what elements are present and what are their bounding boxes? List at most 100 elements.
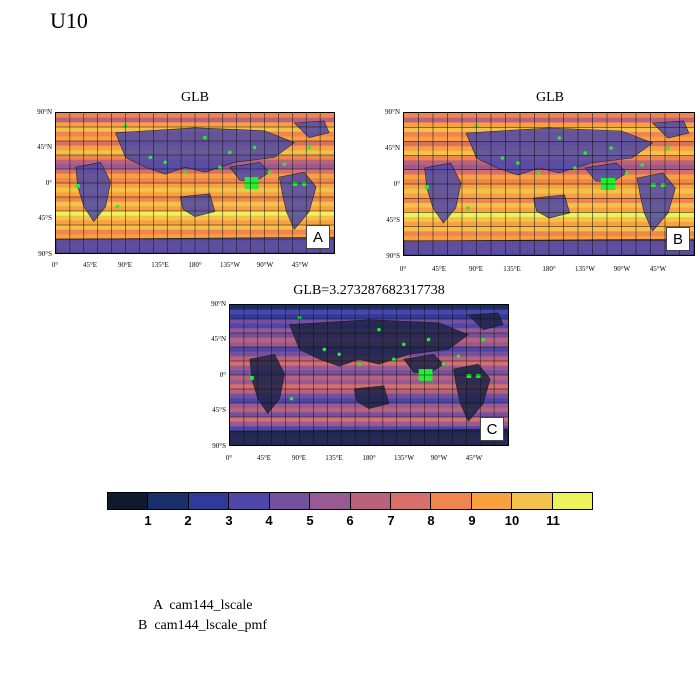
land-mass	[229, 161, 270, 183]
lat-label: 0°	[219, 371, 226, 379]
panel-a-title: GLB	[181, 90, 209, 105]
lon-label: 90°E	[291, 454, 307, 462]
marker-region	[75, 183, 80, 188]
lat-label: 90°N	[211, 300, 226, 308]
marker-point	[357, 362, 361, 366]
marker-point	[322, 347, 327, 352]
marker-region	[302, 182, 308, 186]
lon-label: 45°W	[291, 261, 309, 269]
marker-point	[377, 327, 381, 332]
marker-point	[609, 146, 614, 150]
marker-point	[282, 162, 287, 167]
lon-label: 45°E	[431, 265, 447, 273]
panel-c-title: GLB=3.273287682317738	[293, 283, 445, 298]
colorbar-label: 9	[468, 513, 476, 528]
lon-label: 90°E	[117, 261, 133, 269]
lat-label: 45°S	[38, 214, 52, 222]
marker-point	[337, 352, 342, 357]
marker-point	[583, 151, 588, 155]
marker-point	[163, 160, 168, 165]
colorbar-swatch	[269, 493, 311, 509]
marker-point	[289, 396, 294, 401]
map-panel-b: B	[403, 112, 695, 256]
panel-b-tag: B	[666, 227, 690, 251]
marker-point	[392, 357, 396, 361]
colorbar-label: 10	[504, 513, 520, 528]
lat-label: 45°N	[211, 335, 226, 343]
marker-point	[516, 161, 520, 165]
marker-region	[249, 375, 254, 380]
colorbar-label: 2	[184, 513, 192, 528]
colorbar	[107, 492, 593, 510]
lat-label: 0°	[45, 179, 52, 187]
lon-label: 0°	[51, 261, 59, 269]
marker-point	[252, 145, 257, 150]
lat-label: 0°	[393, 180, 400, 188]
lon-label: 135°E	[151, 261, 169, 269]
colorbar-label: 11	[546, 513, 560, 528]
marker-region	[292, 182, 298, 186]
land-mass	[424, 162, 462, 224]
colorbar-label: 1	[144, 513, 152, 528]
marker-point	[666, 146, 670, 150]
marker-region	[660, 183, 667, 187]
lat-label: 90°N	[385, 108, 400, 116]
map-a-svg	[56, 113, 334, 253]
lat-label: 45°N	[385, 144, 400, 152]
colorbar-swatch	[188, 493, 230, 509]
panel-a-tag: A	[306, 225, 330, 249]
lon-label: 135°E	[325, 454, 343, 462]
marker-point	[203, 135, 207, 140]
lat-label: 45°N	[37, 143, 52, 151]
colorbar-swatch	[148, 493, 189, 509]
marker-region	[424, 185, 429, 189]
marker-point	[148, 155, 153, 160]
colorbar-label: 4	[265, 513, 273, 528]
colorbar-label: 5	[306, 513, 314, 528]
lon-label: 180°	[188, 261, 202, 269]
map-panel-a: A	[55, 112, 335, 254]
lat-label: 90°S	[212, 442, 226, 450]
marker-point	[227, 150, 232, 155]
lon-label: 90°W	[613, 265, 631, 273]
marker-point	[218, 165, 222, 169]
colorbar-label: 8	[427, 513, 435, 528]
marker-point	[500, 156, 505, 160]
lat-label: 45°S	[212, 406, 226, 414]
marker-point	[115, 204, 120, 209]
colorbar-label: 7	[387, 513, 395, 528]
colorbar-swatch	[108, 493, 149, 509]
lat-label: 90°S	[38, 250, 52, 258]
marker-point	[456, 354, 461, 359]
marker-point	[183, 170, 187, 174]
map-b-svg	[404, 113, 694, 255]
lat-label: 90°N	[37, 108, 52, 116]
map-panel-c: C	[229, 304, 509, 446]
lat-label: 45°S	[386, 216, 400, 224]
colorbar-swatch	[471, 493, 513, 509]
lon-label: 135°W	[220, 261, 240, 269]
lon-label: 135°W	[575, 265, 595, 273]
lon-label: 180°	[542, 265, 556, 273]
marker-point	[481, 337, 485, 342]
land-mass	[75, 161, 111, 222]
land-mass	[584, 162, 628, 184]
marker-region	[466, 374, 472, 378]
colorbar-label: 6	[346, 513, 354, 528]
colorbar-label: 3	[225, 513, 233, 528]
marker-point	[557, 136, 562, 140]
land-mass	[403, 353, 444, 375]
lon-label: 45°E	[82, 261, 98, 269]
lon-label: 135°E	[503, 265, 521, 273]
marker-point	[307, 145, 311, 150]
marker-point	[640, 163, 645, 167]
lon-label: 180°	[362, 454, 376, 462]
map-c-svg	[230, 305, 508, 445]
colorbar-swatch	[390, 493, 432, 509]
colorbar-swatch	[350, 493, 391, 509]
marker-point	[267, 170, 272, 174]
lon-label: 90°W	[430, 454, 448, 462]
colorbar-swatch	[310, 493, 351, 509]
colorbar-swatch	[431, 493, 472, 509]
marker-point	[426, 337, 431, 342]
